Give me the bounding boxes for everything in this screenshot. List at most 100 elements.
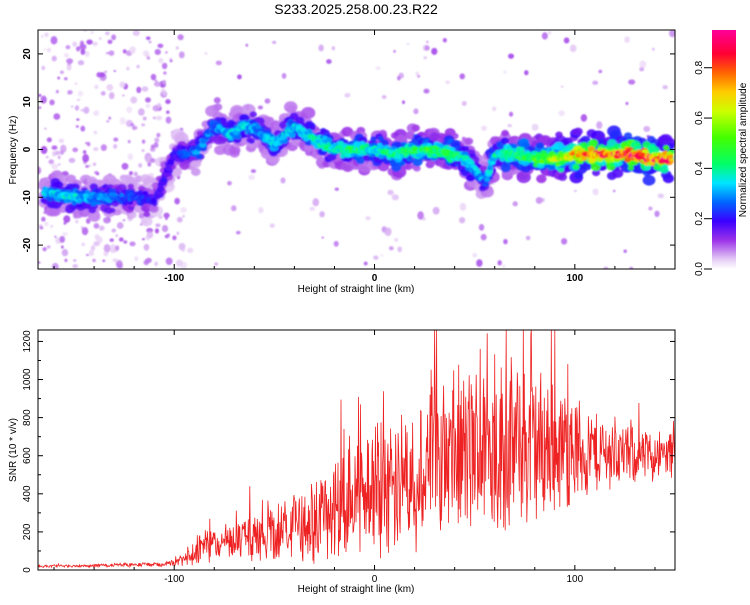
noise-blob [121,94,125,97]
noise-blob [82,150,87,154]
noise-blob [51,163,59,170]
noise-blob [38,93,42,97]
ridge-blob [627,165,634,171]
noise-blob [113,144,118,149]
noise-blob [126,66,130,71]
noise-blob [639,67,645,72]
ridge-blob [190,159,202,168]
ridge-blob [309,125,316,131]
noise-blob [62,232,68,236]
noise-blob [93,241,100,247]
noise-blob [162,79,167,85]
spectrogram-heatmap [38,30,675,269]
noise-blob [172,235,177,241]
noise-blob [154,79,158,82]
ridge-blob [55,181,64,189]
noise-blob [146,56,151,60]
noise-blob [334,187,339,191]
noise-blob [65,45,71,50]
ridge-blob [341,126,354,137]
noise-blob [175,46,179,50]
noise-blob [92,258,96,263]
noise-blob [163,71,167,75]
noise-blob [51,55,57,62]
noise-blob [432,206,440,215]
noise-blob [312,198,320,207]
noise-blob [57,76,60,80]
y-tick-label: 200 [22,523,33,540]
noise-blob [245,43,249,47]
ridge-blob [229,145,241,155]
noise-blob [60,150,64,155]
noise-blob [66,58,74,64]
noise-blob [67,90,73,95]
noise-blob [592,188,599,196]
noise-blob [363,261,368,266]
ridge-blob [127,183,135,189]
noise-blob [127,139,131,144]
noise-blob [264,98,271,104]
noise-blob [116,222,124,229]
noise-blob [406,43,410,46]
snr-y-label: SNR (10 * v/v) [8,418,19,482]
ridge-blob [213,103,223,111]
spectrogram-x-label: Height of straight line (km) [298,284,415,295]
noise-blob [141,86,149,92]
noise-blob [423,56,428,60]
ridge-blob [265,134,271,139]
x-tick-label: 0 [372,574,378,585]
noise-blob [132,30,140,36]
noise-blob [180,207,187,213]
noise-blob [154,49,161,56]
colorbar: 0.0 0.2 0.4 0.6 0.8 Normalized spectral ampl… [694,30,749,276]
ridge-blob [536,174,547,184]
noise-blob [596,121,603,129]
noise-blob [51,145,58,150]
ridge-blob [643,164,651,171]
noise-blob [46,47,52,53]
noise-blob [106,120,110,123]
noise-blob [169,58,173,61]
noise-blob [108,116,112,120]
noise-blob [80,48,86,55]
noise-blob [163,212,170,219]
noise-blob [248,174,255,180]
noise-blob [77,90,84,97]
ridge-blob [662,173,675,184]
noise-blob [144,235,149,240]
noise-blob [66,64,72,71]
noise-blob [652,47,655,51]
noise-blob [119,81,126,88]
snr-frame [37,329,676,571]
noise-blob [94,233,100,241]
noise-blob [100,144,107,151]
noise-blob [98,225,105,231]
noise-blob [149,158,156,163]
noise-blob [40,34,44,39]
x-tick-label: -100 [164,273,184,284]
noise-blob [72,147,79,153]
noise-blob [44,221,49,227]
noise-blob [104,70,108,73]
y-tick-label: 1200 [22,330,33,353]
noise-blob [138,108,145,116]
ridge-blob [249,111,257,118]
x-tick-label: 100 [566,574,583,585]
noise-blob [80,108,84,112]
ridge-blob [301,107,316,119]
noise-blob [380,254,384,257]
noise-blob [85,164,89,168]
noise-blob [281,72,287,79]
ridge-blob [269,136,275,142]
noise-blob [176,231,180,235]
spectrogram-x-ticks: -100 0 100 [53,30,656,284]
noise-blob [165,116,172,124]
noise-blob [49,99,55,106]
ridge-blob [140,216,153,227]
noise-blob [63,222,67,225]
noise-blob [75,46,81,52]
noise-blob [85,253,89,257]
noise-blob [165,51,168,54]
noise-blob [165,216,168,221]
ridge-blob [487,165,493,171]
